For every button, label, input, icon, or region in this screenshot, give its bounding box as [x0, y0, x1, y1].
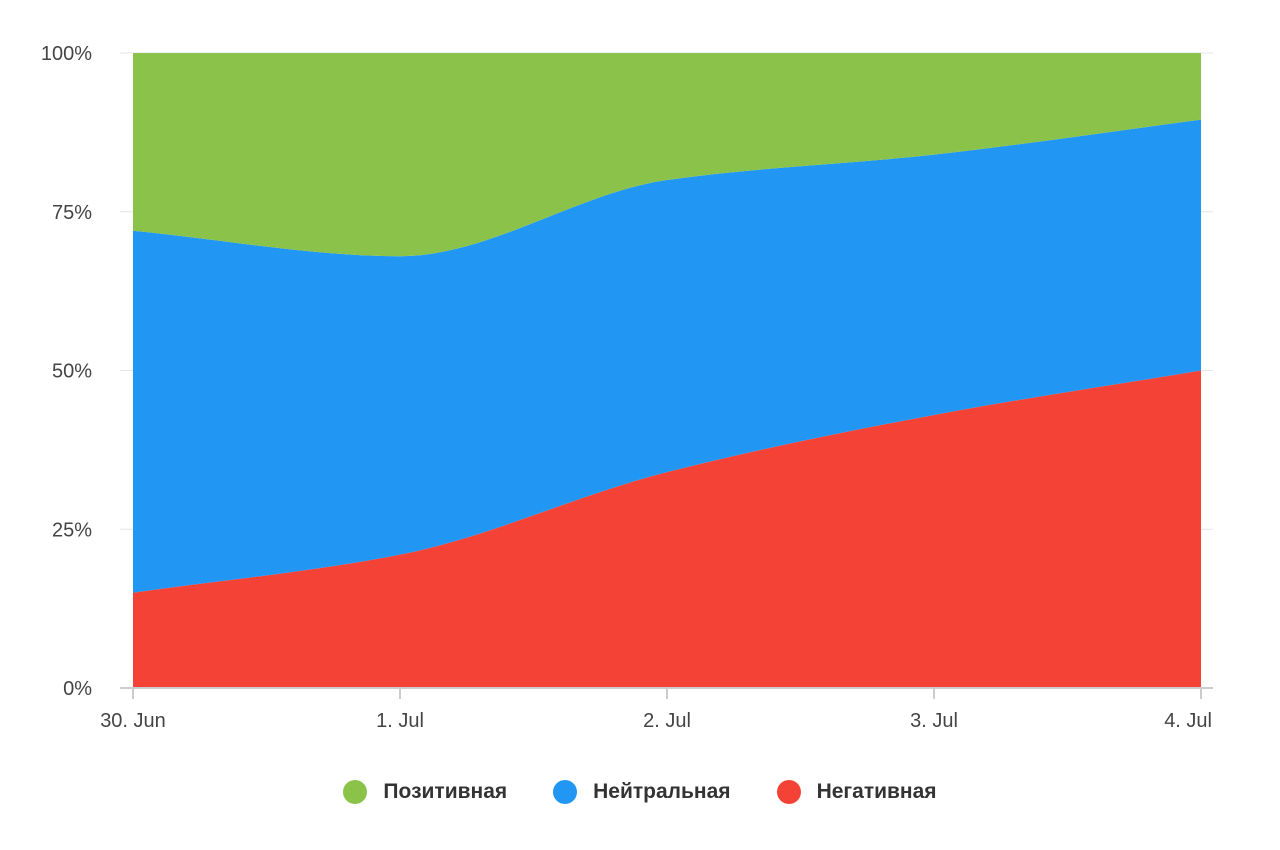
x-tick-label: 3. Jul [910, 710, 958, 732]
y-tick-label: 100% [41, 43, 92, 65]
x-tick-label: 1. Jul [376, 710, 424, 732]
legend-marker-neutral [553, 780, 578, 804]
legend-label-positive: Позитивная [383, 780, 508, 803]
area-series-negative[interactable] [133, 370, 1201, 689]
area-series-positive[interactable] [133, 53, 1201, 257]
area-series-neutral[interactable] [133, 119, 1201, 593]
legend-item-positive[interactable]: Позитивная [343, 780, 507, 804]
legend-marker-positive [343, 780, 368, 804]
y-tick-label: 25% [52, 519, 92, 541]
legend: Позитивная Нейтральная Негативная [0, 770, 1280, 814]
y-tick-label: 50% [52, 361, 92, 383]
legend-label-negative: Негативная [816, 780, 937, 803]
axes: 30. Jun 1. Jul 2. Jul 3. Jul 4. Jul 0% 25% 50% 7… [41, 43, 1213, 732]
legend-item-negative[interactable]: Негативная [776, 780, 937, 804]
y-tick-label: 0% [63, 678, 92, 700]
x-tick-label: 4. Jul [1164, 710, 1212, 732]
series-areas [133, 53, 1201, 688]
x-tick-label: 30. Jun [100, 710, 166, 732]
y-tick-label: 75% [52, 202, 92, 224]
legend-item-neutral[interactable]: Нейтральная [553, 780, 731, 804]
x-tick-label: 2. Jul [643, 710, 691, 732]
legend-label-neutral: Нейтральная [593, 780, 731, 803]
legend-marker-negative [776, 780, 801, 804]
